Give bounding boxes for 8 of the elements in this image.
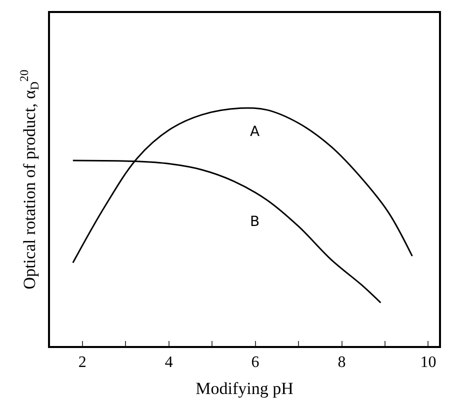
x-axis-title: Modifying pH xyxy=(196,379,294,398)
x-tick-label: 6 xyxy=(251,354,260,372)
x-tick-label: 10 xyxy=(420,354,436,372)
series-label: A xyxy=(250,124,260,140)
x-tick-label: 4 xyxy=(164,354,173,372)
x-tick-label: 8 xyxy=(338,354,346,372)
series-label: B xyxy=(250,214,260,230)
x-tick-label: 2 xyxy=(78,354,86,372)
